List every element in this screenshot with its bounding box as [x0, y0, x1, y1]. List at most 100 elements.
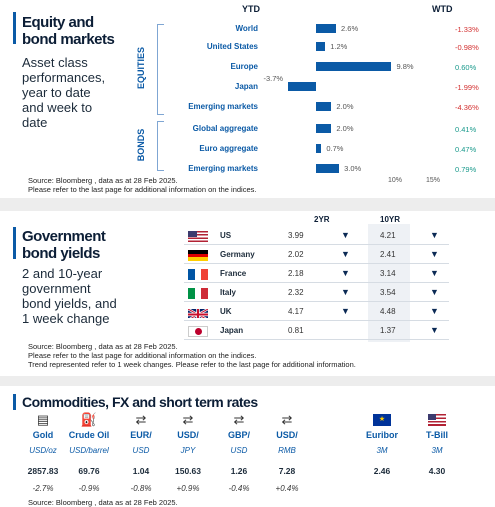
us-flag-icon	[188, 231, 208, 242]
us-flag-icon	[427, 412, 447, 428]
category-label-3: Japan	[234, 82, 258, 91]
commodity-unit: 3M	[376, 446, 388, 455]
commodity-change: -0.8%	[130, 484, 152, 493]
yield-10yr-trend-icon: ▼	[430, 268, 439, 278]
equity-subtitle-4: and week to	[22, 100, 93, 115]
yield-10yr-value: 1.37	[380, 326, 396, 335]
country-name: Germany	[220, 250, 255, 259]
ytd-bar-5	[316, 124, 332, 133]
wtd-value-3: -1.99%	[455, 83, 479, 92]
country-name: UK	[220, 307, 232, 316]
equity-subtitle-5: date	[22, 115, 48, 130]
ytd-bar-6	[316, 144, 322, 153]
commodity-value: 4.30	[428, 466, 446, 476]
gold-bars-icon: ▤	[36, 412, 50, 427]
yield-2yr-trend-icon: ▼	[341, 287, 350, 297]
france-flag-icon	[188, 269, 208, 280]
commodity-name: Euribor	[365, 430, 398, 440]
commodity-value: 69.76	[78, 466, 100, 476]
wtd-value-4: -4.36%	[455, 103, 479, 112]
yield-2yr-trend-icon: ▼	[341, 268, 350, 278]
commodity-unit: 3M	[431, 446, 443, 455]
equity-accent-bar	[13, 12, 16, 44]
yield-2yr-value: 4.17	[288, 307, 304, 316]
commodity-name: GBP/	[227, 430, 250, 440]
commodity-value: 7.28	[278, 466, 296, 476]
italy-flag-icon	[188, 288, 208, 299]
oil-pump-icon: ⛽	[80, 412, 98, 427]
currency-exchange-icon: ⇄	[182, 412, 194, 427]
uk-flag-icon	[188, 307, 208, 318]
category-label-6: Euro aggregate	[199, 144, 258, 153]
currency-exchange-icon: ⇄	[135, 412, 147, 427]
ytd-value-label-1: 1.2%	[330, 42, 348, 51]
wtd-value-1: -0.98%	[455, 43, 479, 52]
commodity-value: 2857.83	[27, 466, 59, 476]
yield-row-germany: Germany 2.02 ▼ 2.41 ▼	[184, 247, 449, 264]
commodity-change: -2.7%	[32, 484, 54, 493]
wtd-value-0: -1.33%	[455, 25, 479, 34]
yields-subtitle-1: 2 and 10-year	[22, 266, 103, 281]
axis-tick-10: 10%	[388, 177, 403, 184]
ytd-bar-0	[316, 24, 337, 33]
commodity-value: 1.26	[230, 466, 248, 476]
yield-2yr-trend-icon: ▼	[341, 230, 350, 240]
yield-2yr-trend-icon: ▼	[341, 306, 350, 316]
category-label-7: Emerging markets	[188, 164, 258, 173]
equity-subtitle-3: year to date	[22, 85, 91, 100]
col-2yr-header: 2YR	[314, 215, 330, 224]
commodity-name: Crude Oil	[68, 430, 110, 440]
yield-row-uk: UK 4.17 ▼ 4.48 ▼	[184, 304, 449, 321]
col-10yr-header: 10YR	[380, 215, 401, 224]
commodities-accent-bar	[13, 394, 16, 410]
ytd-bar-3	[287, 82, 316, 91]
ytd-bar-4	[316, 102, 332, 111]
ytd-value-label-5: 2.0%	[336, 124, 354, 133]
wtd-value-2: 0.60%	[455, 63, 477, 72]
commodity-unit: USD	[230, 446, 248, 455]
bonds-section-label: BONDS	[136, 128, 146, 162]
commodity-change: -0.9%	[78, 484, 100, 493]
category-label-5: Global aggregate	[192, 124, 258, 133]
bonds-brace	[157, 121, 164, 171]
eu-flag-icon: ★	[372, 412, 392, 428]
yield-10yr-trend-icon: ▼	[430, 249, 439, 259]
commodity-change: -0.4%	[228, 484, 250, 493]
yield-2yr-value: 2.02	[288, 250, 304, 259]
yield-row-france: France 2.18 ▼ 3.14 ▼	[184, 266, 449, 283]
category-label-0: World	[235, 24, 258, 33]
commodity-value: 150.63	[175, 466, 201, 476]
commodity-value: 1.04	[132, 466, 150, 476]
yield-10yr-value: 4.48	[380, 307, 396, 316]
yields-subtitle-4: 1 week change	[22, 311, 110, 326]
yields-accent-bar	[13, 227, 16, 259]
yield-2yr-value: 2.32	[288, 288, 304, 297]
yields-subtitle-3: bond yields, and	[22, 296, 117, 311]
category-label-1: United States	[206, 42, 258, 51]
yield-10yr-trend-icon: ▼	[430, 306, 439, 316]
yields-source-line1: Source: Bloomberg , data as at 28 Feb 20…	[28, 342, 178, 351]
10yr-column-highlight	[368, 224, 410, 342]
category-label-4: Emerging markets	[188, 102, 258, 111]
commodity-name: Gold	[32, 430, 54, 440]
commodity-unit: JPY	[180, 446, 196, 455]
yields-source-line2: Please refer to the last page for additi…	[28, 351, 257, 360]
yields-title-line1: Government	[22, 228, 106, 245]
ytd-value-label-6: 0.7%	[326, 144, 344, 153]
yield-10yr-value: 3.54	[380, 288, 396, 297]
commodity-unit: USD/barrel	[69, 446, 109, 455]
ytd-value-label-4: 2.0%	[336, 102, 354, 111]
yields-subtitle-2: government	[22, 281, 91, 296]
yield-row-italy: Italy 2.32 ▼ 3.54 ▼	[184, 285, 449, 302]
country-name: France	[220, 269, 247, 278]
ytd-bar-1	[316, 42, 326, 51]
ytd-value-label-0: 2.6%	[341, 24, 359, 33]
yield-10yr-trend-icon: ▼	[430, 325, 439, 335]
currency-exchange-icon: ⇄	[233, 412, 245, 427]
yield-10yr-trend-icon: ▼	[430, 287, 439, 297]
equities-brace	[157, 24, 164, 115]
category-label-2: Europe	[230, 62, 258, 71]
ytd-value-label-2: 9.8%	[396, 62, 414, 71]
yield-2yr-value: 3.99	[288, 231, 304, 240]
commodity-value: 2.46	[373, 466, 391, 476]
